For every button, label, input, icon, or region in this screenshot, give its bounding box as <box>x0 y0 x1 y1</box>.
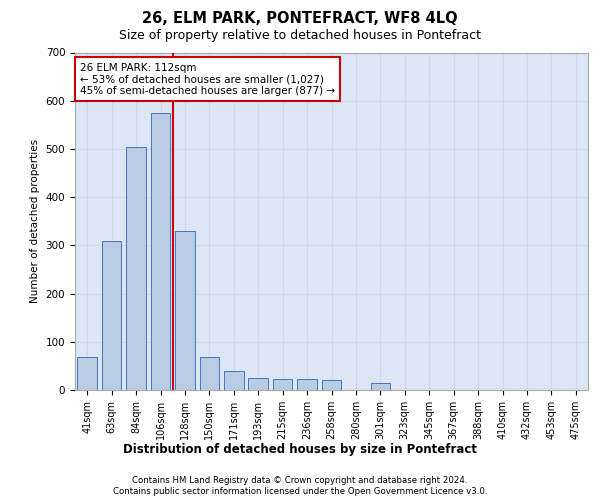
Bar <box>248 378 268 390</box>
Bar <box>127 146 146 390</box>
Bar <box>77 357 97 390</box>
Y-axis label: Number of detached properties: Number of detached properties <box>30 139 40 304</box>
Bar <box>273 380 292 390</box>
Bar <box>200 357 219 390</box>
Bar <box>224 370 244 390</box>
Bar <box>297 380 317 390</box>
Text: 26 ELM PARK: 112sqm
← 53% of detached houses are smaller (1,027)
45% of semi-det: 26 ELM PARK: 112sqm ← 53% of detached ho… <box>80 62 335 96</box>
Bar <box>151 113 170 390</box>
Bar <box>371 383 390 390</box>
Bar <box>322 380 341 390</box>
Bar <box>102 240 121 390</box>
Bar <box>175 231 194 390</box>
Text: Contains HM Land Registry data © Crown copyright and database right 2024.: Contains HM Land Registry data © Crown c… <box>132 476 468 485</box>
Text: Size of property relative to detached houses in Pontefract: Size of property relative to detached ho… <box>119 29 481 42</box>
Text: Contains public sector information licensed under the Open Government Licence v3: Contains public sector information licen… <box>113 488 487 496</box>
Text: 26, ELM PARK, PONTEFRACT, WF8 4LQ: 26, ELM PARK, PONTEFRACT, WF8 4LQ <box>142 11 458 26</box>
Text: Distribution of detached houses by size in Pontefract: Distribution of detached houses by size … <box>123 442 477 456</box>
